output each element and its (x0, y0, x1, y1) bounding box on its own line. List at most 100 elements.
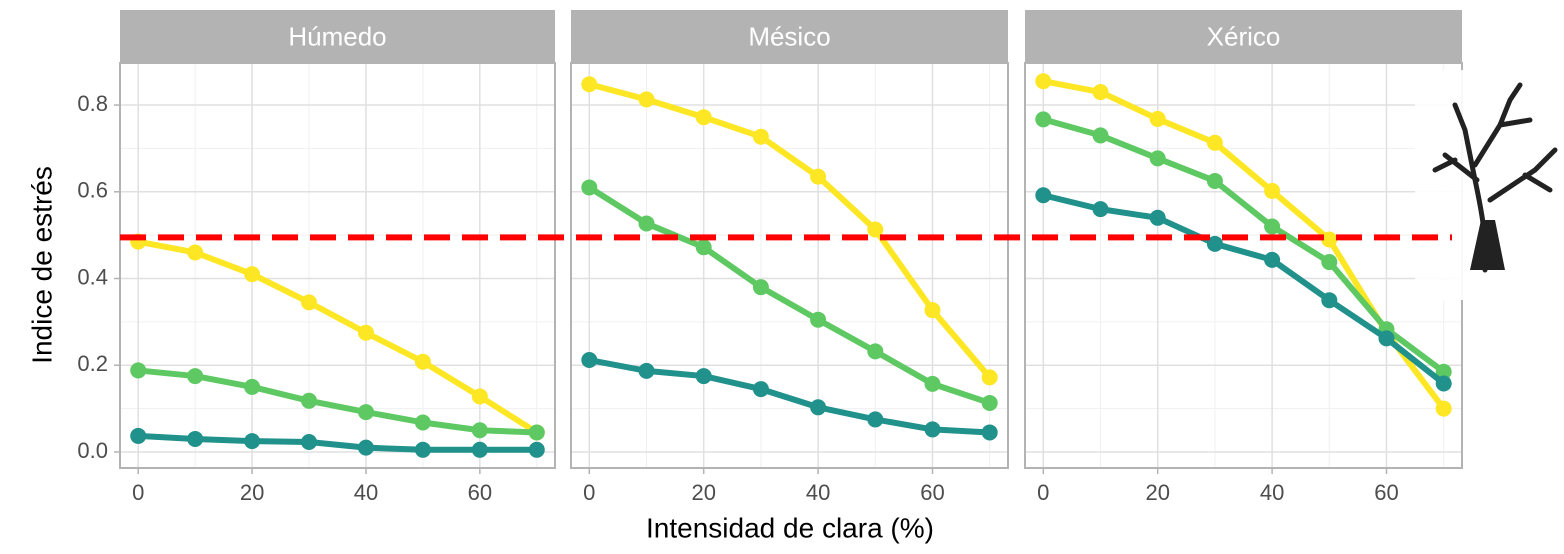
x-tick-label: 60 (468, 480, 492, 505)
point (1149, 150, 1166, 167)
tree-icon (1415, 70, 1564, 300)
point (581, 352, 598, 369)
point (581, 76, 598, 93)
point (1435, 400, 1452, 417)
point (301, 294, 318, 311)
point (357, 439, 374, 456)
point (301, 392, 318, 409)
point (1264, 182, 1281, 199)
point (1321, 231, 1338, 248)
point (1035, 73, 1052, 90)
point (981, 394, 998, 411)
point (981, 369, 998, 386)
point (1206, 134, 1223, 151)
x-tick-label: 40 (806, 480, 830, 505)
y-tick-label: 0.0 (77, 438, 108, 463)
point (1092, 84, 1109, 101)
point (1321, 292, 1338, 309)
point (1435, 375, 1452, 392)
x-tick-label: 20 (691, 480, 715, 505)
point (867, 411, 884, 428)
x-tick-label: 0 (132, 480, 144, 505)
strip-label: Húmedo (288, 21, 386, 51)
panel-border (1024, 62, 1463, 469)
x-tick-label: 20 (240, 480, 264, 505)
x-tick-label: 60 (1374, 480, 1398, 505)
x-tick-label: 40 (1260, 480, 1284, 505)
point (810, 399, 827, 416)
point (471, 422, 488, 439)
point (414, 441, 431, 458)
strip-background (120, 10, 555, 63)
panel-border (119, 62, 556, 469)
series-line (1042, 192, 1446, 386)
strip-label: Mésico (748, 21, 830, 51)
point (528, 441, 545, 458)
x-tick-label: 60 (920, 480, 944, 505)
point (1149, 209, 1166, 226)
panel-border (570, 62, 1009, 469)
tree-trunk (1432, 82, 1558, 273)
point (752, 279, 769, 296)
point (414, 353, 431, 370)
point (810, 168, 827, 185)
x-axis-title: Intensidad de clara (%) (646, 512, 934, 543)
point (1264, 218, 1281, 235)
point (244, 266, 261, 283)
y-tick-label: 0.8 (77, 91, 108, 116)
x-tick-label: 40 (354, 480, 378, 505)
point (471, 388, 488, 405)
point (130, 362, 147, 379)
point (867, 343, 884, 360)
point (1092, 201, 1109, 218)
point (810, 311, 827, 328)
point (1378, 330, 1395, 347)
point (638, 215, 655, 232)
point (1035, 187, 1052, 204)
point (638, 91, 655, 108)
series-line (1042, 116, 1446, 375)
point (924, 421, 941, 438)
point (1149, 110, 1166, 127)
tree-base (1470, 220, 1505, 270)
point (187, 244, 204, 261)
series-line (587, 184, 991, 406)
point (924, 375, 941, 392)
series-line (138, 432, 537, 453)
point (752, 128, 769, 145)
point (1321, 254, 1338, 271)
point (357, 404, 374, 421)
series-line (588, 357, 990, 436)
strip-background (1025, 10, 1462, 63)
x-tick-label: 0 (583, 480, 595, 505)
point (1035, 111, 1052, 128)
point (244, 433, 261, 450)
point (581, 179, 598, 196)
strip-background (571, 10, 1008, 63)
series-line (588, 81, 992, 380)
point (1264, 251, 1281, 268)
point (187, 430, 204, 447)
point (187, 368, 204, 385)
point (867, 221, 884, 238)
point (695, 109, 712, 126)
point (528, 424, 545, 441)
point (752, 381, 769, 398)
point (301, 433, 318, 450)
point (244, 378, 261, 395)
strip-label: Xérico (1207, 21, 1281, 51)
point (1206, 235, 1223, 252)
point (1092, 127, 1109, 144)
x-tick-label: 0 (1037, 480, 1049, 505)
y-tick-label: 0.4 (77, 264, 108, 289)
point (638, 362, 655, 379)
point (695, 368, 712, 385)
y-axis-title: Indice de estrés (26, 166, 57, 364)
point (414, 414, 431, 431)
x-tick-label: 20 (1145, 480, 1169, 505)
series-line (137, 238, 539, 435)
series-line (137, 367, 537, 436)
point (1206, 172, 1223, 189)
point (357, 324, 374, 341)
